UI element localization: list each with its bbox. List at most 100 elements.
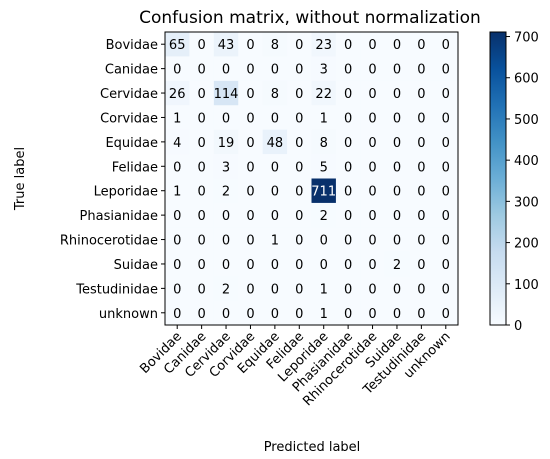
cell-value: 0 [295,136,303,151]
heatmap-cell [360,300,386,326]
heatmap-cell [384,32,410,57]
cell-value: 0 [417,258,425,273]
heatmap-cell [433,300,459,326]
heatmap-cell [189,251,215,277]
heatmap-cell [238,276,264,302]
cell-value: 1 [271,234,279,249]
cell-value: 0 [368,63,376,78]
heatmap-cell [238,251,264,277]
cell-value: 0 [442,234,450,249]
cell-value: 0 [442,136,450,151]
y-tick-label: Canidae [105,63,158,78]
cell-value: 0 [246,307,254,322]
heatmap-cell [433,227,459,253]
heatmap-cell [165,80,190,106]
heatmap-cell [311,276,337,302]
cell-value: 65 [169,38,186,53]
heatmap-cell [433,105,459,131]
heatmap-cell [360,154,386,179]
cell-value: 0 [393,234,401,249]
heatmap-cell [311,227,337,253]
cell-value: 0 [222,258,230,273]
heatmap-cell [165,129,190,155]
cell-value: 0 [344,234,352,249]
heatmap-cell [213,80,239,106]
heatmap-cell [335,129,361,155]
heatmap-cell [262,105,288,131]
cell-value: 0 [271,160,279,175]
cell-value: 0 [442,63,450,78]
cell-value: 0 [393,63,401,78]
heatmap-cell [165,32,190,57]
colorbar-tick-label: 200 [514,237,539,252]
cell-value: 8 [271,87,279,102]
cell-value: 0 [417,209,425,224]
cell-value: 0 [417,185,425,200]
cell-value: 0 [197,63,205,78]
cell-value: 0 [344,111,352,126]
cell-value: 0 [197,209,205,224]
heatmap-cell [238,56,264,82]
cell-value: 3 [222,160,230,175]
cell-value: 0 [197,111,205,126]
heatmap-cell [384,129,410,155]
colorbar-ticks: 0 100 200 300 400 500 600 700 [506,31,539,334]
cell-value: 0 [393,160,401,175]
heatmap-cell [165,178,190,204]
cell-value: 2 [222,282,230,297]
heatmap-cell [335,80,361,106]
cell-value: 0 [173,234,181,249]
y-tick-label: Felidae [112,160,158,175]
heatmap-cell [213,178,239,204]
heatmap-cell [262,154,288,179]
cell-value: 0 [368,160,376,175]
cell-value: 0 [417,87,425,102]
heatmap-cell [433,202,459,228]
cell-value: 0 [442,282,450,297]
cell-value: 0 [442,307,450,322]
heatmap-cell [287,202,312,228]
heatmap-cell [384,202,410,228]
heatmap-cell [409,300,435,326]
cell-value: 0 [417,307,425,322]
heatmap-cell [213,129,239,155]
cell-value: 0 [320,234,328,249]
heatmap-cell [262,129,288,155]
cell-value: 0 [344,38,352,53]
heatmap-cell [311,154,337,179]
plot-frame [164,31,459,326]
cell-value: 0 [393,307,401,322]
heatmap-cell [287,80,312,106]
heatmap-cell [384,178,410,204]
cell-value: 0 [295,234,303,249]
cell-value: 711 [311,185,336,200]
heatmap-cell [433,276,459,302]
heatmap-cell [238,32,264,57]
heatmap-cell [409,56,435,82]
cell-value: 0 [417,63,425,78]
heatmap-cell [262,178,288,204]
heatmap-cell [213,276,239,302]
colorbar-tick-label: 300 [514,195,539,210]
cell-value: 0 [417,282,425,297]
cell-value: 0 [197,87,205,102]
heatmap-cell [165,202,190,228]
cell-value: 0 [173,282,181,297]
heatmap-cell [311,56,337,82]
cell-value: 0 [295,87,303,102]
heatmap-cell [238,227,264,253]
cell-value: 0 [442,160,450,175]
cell-value: 2 [320,209,328,224]
heatmap-cell [311,105,337,131]
heatmap-cell [433,154,459,179]
heatmap-cells [165,32,459,326]
cell-value: 2 [393,258,401,273]
heatmap-cell [409,202,435,228]
heatmap-cell [262,227,288,253]
colorbar-tick-label: 0 [514,319,522,334]
cell-value: 0 [197,38,205,53]
heatmap-cell [433,129,459,155]
cell-value: 0 [368,111,376,126]
x-axis-label: Predicted label [264,440,361,455]
